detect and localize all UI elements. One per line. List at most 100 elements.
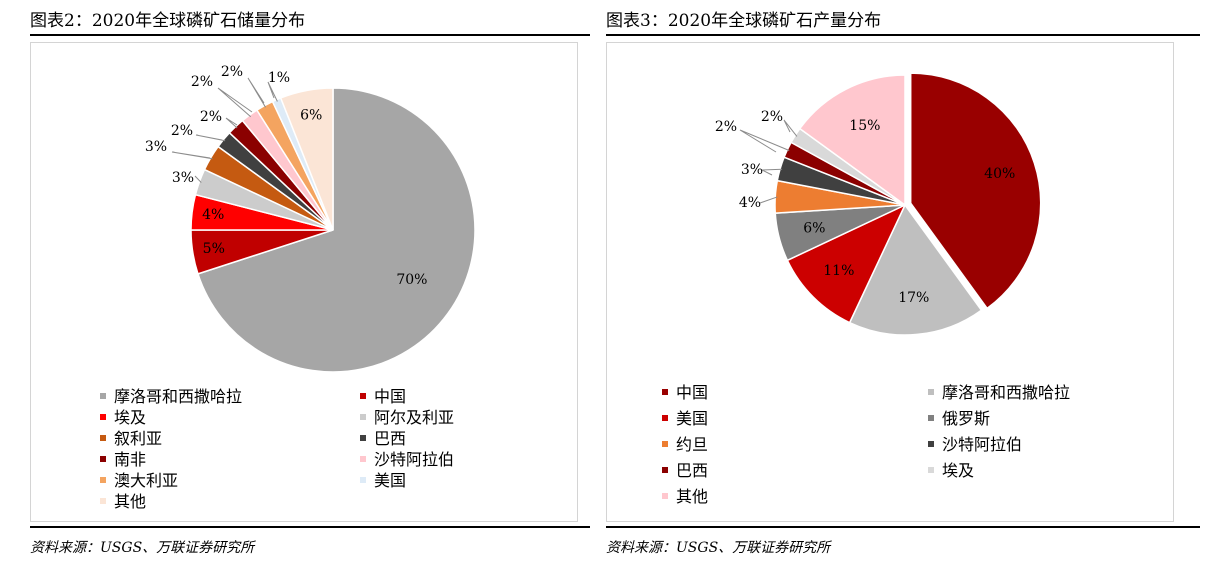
- legend-label: 其他: [114, 492, 147, 511]
- legend-item: 其他: [100, 491, 146, 513]
- data-label: 6%: [300, 108, 322, 124]
- leader-line: [267, 81, 278, 102]
- legend-label: 澳大利亚: [114, 471, 179, 490]
- data-label: 17%: [898, 290, 929, 306]
- legend-label: 沙特阿拉伯: [374, 450, 455, 469]
- legend-label: 沙特阿拉伯: [942, 435, 1023, 454]
- legend-swatch: [928, 414, 934, 421]
- legend-label: 中国: [676, 383, 709, 402]
- data-label: 3%: [145, 139, 167, 155]
- slice-美国: [786, 203, 907, 324]
- legend-label: 阿尔及利亚: [374, 408, 455, 427]
- legend-item: 摩洛哥和西撒哈拉: [100, 386, 242, 408]
- bottom-rule: [606, 526, 1200, 528]
- legend-label: 叙利亚: [114, 429, 163, 448]
- data-label: 2%: [715, 119, 737, 135]
- legend-label: 巴西: [676, 461, 709, 480]
- chart-area: [30, 42, 578, 522]
- legend-swatch: [928, 440, 934, 447]
- legend-label: 美国: [676, 409, 709, 428]
- data-label: 2%: [191, 74, 213, 90]
- legend-swatch: [100, 455, 106, 462]
- legend-swatch: [360, 434, 366, 441]
- top-rule: [606, 34, 1200, 36]
- data-label: 3%: [172, 170, 194, 186]
- legend-item: 埃及: [928, 460, 974, 482]
- reserves-pie-chart: 70%5%4%3%3%2%2%2%2% 1%6%: [145, 64, 476, 373]
- leader-line: [217, 87, 253, 118]
- legend-item: 约旦: [662, 434, 708, 456]
- leader-line: [759, 196, 778, 204]
- production-pie-chart: 40% 17% 11% 6% 4% 3% 2% 2% 15%: [715, 72, 1042, 336]
- data-label: 1%: [268, 70, 290, 86]
- legend-swatch: [662, 440, 668, 447]
- legend-swatch: [100, 434, 106, 441]
- legend-label: 约旦: [676, 435, 709, 454]
- legend-item: 澳大利亚: [100, 470, 178, 492]
- data-label: 2%: [761, 109, 783, 125]
- legend-item: 南非: [100, 449, 146, 471]
- legend-item: 中国: [662, 382, 708, 404]
- slice-其他: [798, 74, 906, 207]
- chart-area: [606, 42, 1174, 522]
- legend-item: 俄罗斯: [928, 408, 990, 430]
- slice-摩洛哥和西撒哈拉: [848, 203, 983, 336]
- data-label: 4%: [739, 195, 761, 211]
- legend-swatch: [360, 455, 366, 462]
- legend-item: 其他: [662, 486, 708, 508]
- production-figure: 图表3：2020年全球磷矿石产量分布 40% 17% 11% 6% 4% 3% 2% 2% 15…: [600, 0, 1200, 585]
- slice-中国: [909, 72, 1042, 310]
- data-label: 15%: [849, 118, 880, 134]
- data-label: 2%: [171, 123, 193, 139]
- data-label: 3%: [741, 162, 763, 178]
- top-rule: [30, 34, 590, 36]
- legend-swatch: [360, 392, 366, 399]
- legend-item: 中国: [360, 386, 406, 408]
- legend-item: 埃及: [100, 407, 146, 429]
- data-label: 5%: [203, 241, 225, 257]
- data-label: 4%: [202, 207, 224, 223]
- reserves-figure: 图表2：2020年全球磷矿石储量分布 70% 5% 4% 3% 3% 2% 2% 2% 2% 1%…: [0, 0, 590, 585]
- legend-swatch: [100, 392, 106, 399]
- legend-item: 摩洛哥和西撒哈拉: [928, 382, 1070, 404]
- data-label: 40%: [984, 166, 1015, 182]
- legend-swatch: [662, 466, 668, 473]
- legend-item: 巴西: [360, 428, 406, 450]
- legend-swatch: [928, 388, 934, 395]
- legend-swatch: [928, 466, 934, 473]
- leader-line: [739, 129, 790, 153]
- leader-line: [225, 117, 238, 129]
- leader-line: [194, 175, 202, 183]
- leader-line: [171, 151, 213, 160]
- legend-label: 摩洛哥和西撒哈拉: [942, 383, 1071, 402]
- legend-swatch: [662, 414, 668, 421]
- legend-swatch: [100, 476, 106, 483]
- legend-label: 俄罗斯: [942, 409, 991, 428]
- legend-label: 摩洛哥和西撒哈拉: [114, 387, 243, 406]
- slice-摩洛哥和西撒哈拉: [197, 87, 476, 373]
- slice-其他: [279, 87, 334, 231]
- legend-label: 巴西: [374, 429, 407, 448]
- legend-swatch: [360, 476, 366, 483]
- legend-item: 沙特阿拉伯: [928, 434, 1022, 456]
- source-note: 资料来源：USGS、万联证券研究所: [606, 540, 831, 556]
- leader-line: [783, 119, 798, 137]
- legend-swatch: [360, 413, 366, 420]
- legend-item: 阿尔及利亚: [360, 407, 454, 429]
- legend-item: 美国: [662, 408, 708, 430]
- leader-line: [247, 77, 266, 108]
- legend-label: 埃及: [114, 408, 147, 427]
- legend-label: 美国: [374, 471, 407, 490]
- legend-swatch: [662, 492, 668, 499]
- legend-label: 南非: [114, 450, 147, 469]
- legend-label: 中国: [374, 387, 407, 406]
- legend-label: 埃及: [942, 461, 975, 480]
- leader-line: [761, 168, 783, 176]
- legend-item: 叙利亚: [100, 428, 162, 450]
- data-label: 11%: [823, 263, 854, 279]
- data-label: 6%: [803, 220, 825, 236]
- figure-title: 图表2：2020年全球磷矿石储量分布: [30, 11, 306, 31]
- legend-swatch: [100, 413, 106, 420]
- source-note: 资料来源：USGS、万联证券研究所: [30, 540, 255, 556]
- legend-item: 沙特阿拉伯: [360, 449, 454, 471]
